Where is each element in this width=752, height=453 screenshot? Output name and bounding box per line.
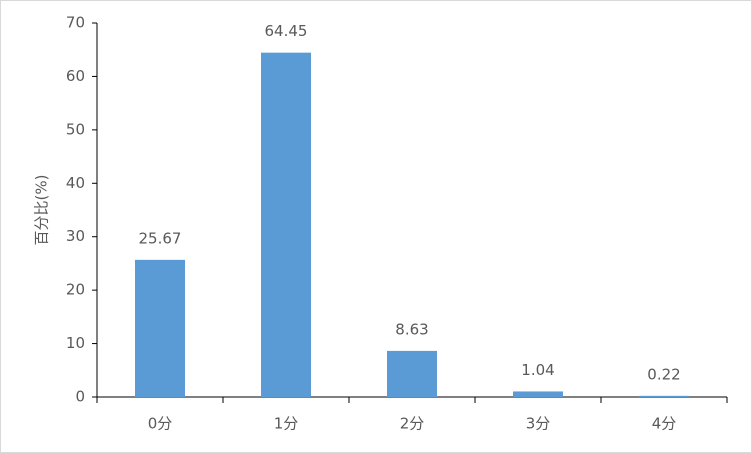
x-tick-label: 3分	[526, 415, 551, 433]
data-label: 1.04	[521, 361, 554, 379]
x-tick-label: 0分	[148, 415, 173, 433]
y-tick-label: 0	[75, 388, 85, 406]
bar	[261, 52, 311, 397]
y-tick-label: 50	[66, 120, 85, 138]
data-label: 64.45	[265, 22, 308, 40]
y-tick-label: 10	[66, 334, 85, 352]
bar	[135, 259, 185, 397]
y-tick-label: 30	[66, 227, 85, 245]
bar	[387, 350, 437, 397]
x-tick-label: 1分	[274, 415, 299, 433]
y-tick-label: 40	[66, 174, 85, 192]
data-label: 0.22	[647, 365, 680, 383]
x-tick-label: 2分	[400, 415, 425, 433]
y-axis-label: 百分比(%)	[33, 175, 51, 246]
y-tick-label: 60	[66, 67, 85, 85]
bar	[639, 395, 689, 397]
bar	[513, 391, 563, 397]
data-label: 8.63	[395, 320, 428, 338]
x-tick-label: 4分	[652, 415, 677, 433]
y-tick-label: 70	[66, 14, 85, 32]
data-label: 25.67	[139, 229, 182, 247]
y-tick-label: 20	[66, 281, 85, 299]
